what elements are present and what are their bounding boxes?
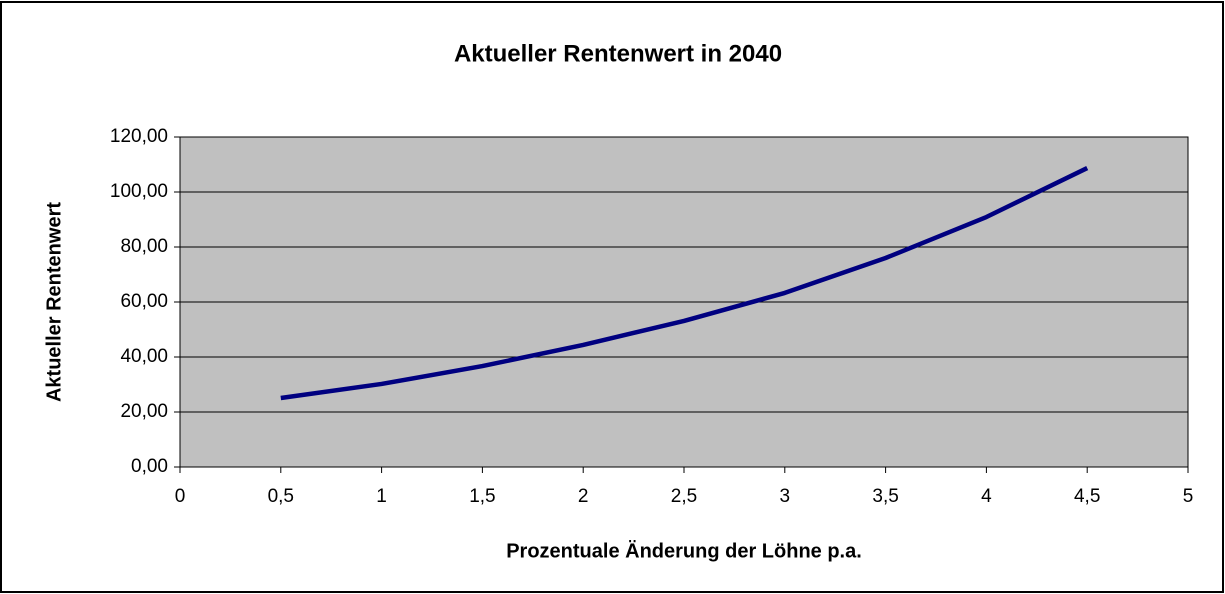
- y-tick-label: 0,00: [131, 456, 168, 477]
- data-line: [280, 166, 1089, 401]
- y-tick-label: 120,00: [110, 126, 168, 147]
- y-tick-label: 40,00: [120, 346, 168, 367]
- x-tick-label: 4: [981, 486, 992, 507]
- x-axis-label: Prozentuale Änderung der Löhne p.a.: [506, 539, 862, 562]
- y-tick-label: 100,00: [110, 181, 168, 202]
- x-tick-label: 3: [780, 486, 791, 507]
- y-tick-label: 20,00: [120, 401, 168, 422]
- y-axis-label: Aktueller Rentenwert: [43, 202, 65, 402]
- x-tick-label: 4,5: [1074, 486, 1100, 507]
- y-tick-label: 80,00: [120, 236, 168, 257]
- x-tick-label: 1: [376, 486, 387, 507]
- chart-title: Aktueller Rentenwert in 2040: [454, 40, 782, 67]
- x-tick-label: 2,5: [671, 486, 697, 507]
- x-tick-label: 3,5: [872, 486, 898, 507]
- x-tick-label: 2: [578, 486, 589, 507]
- y-tick-label: 60,00: [120, 291, 168, 312]
- x-tick-label: 5: [1183, 486, 1194, 507]
- x-tick-label: 1,5: [469, 486, 495, 507]
- x-tick-label: 0: [175, 486, 186, 507]
- x-tick-label: 0,5: [268, 486, 294, 507]
